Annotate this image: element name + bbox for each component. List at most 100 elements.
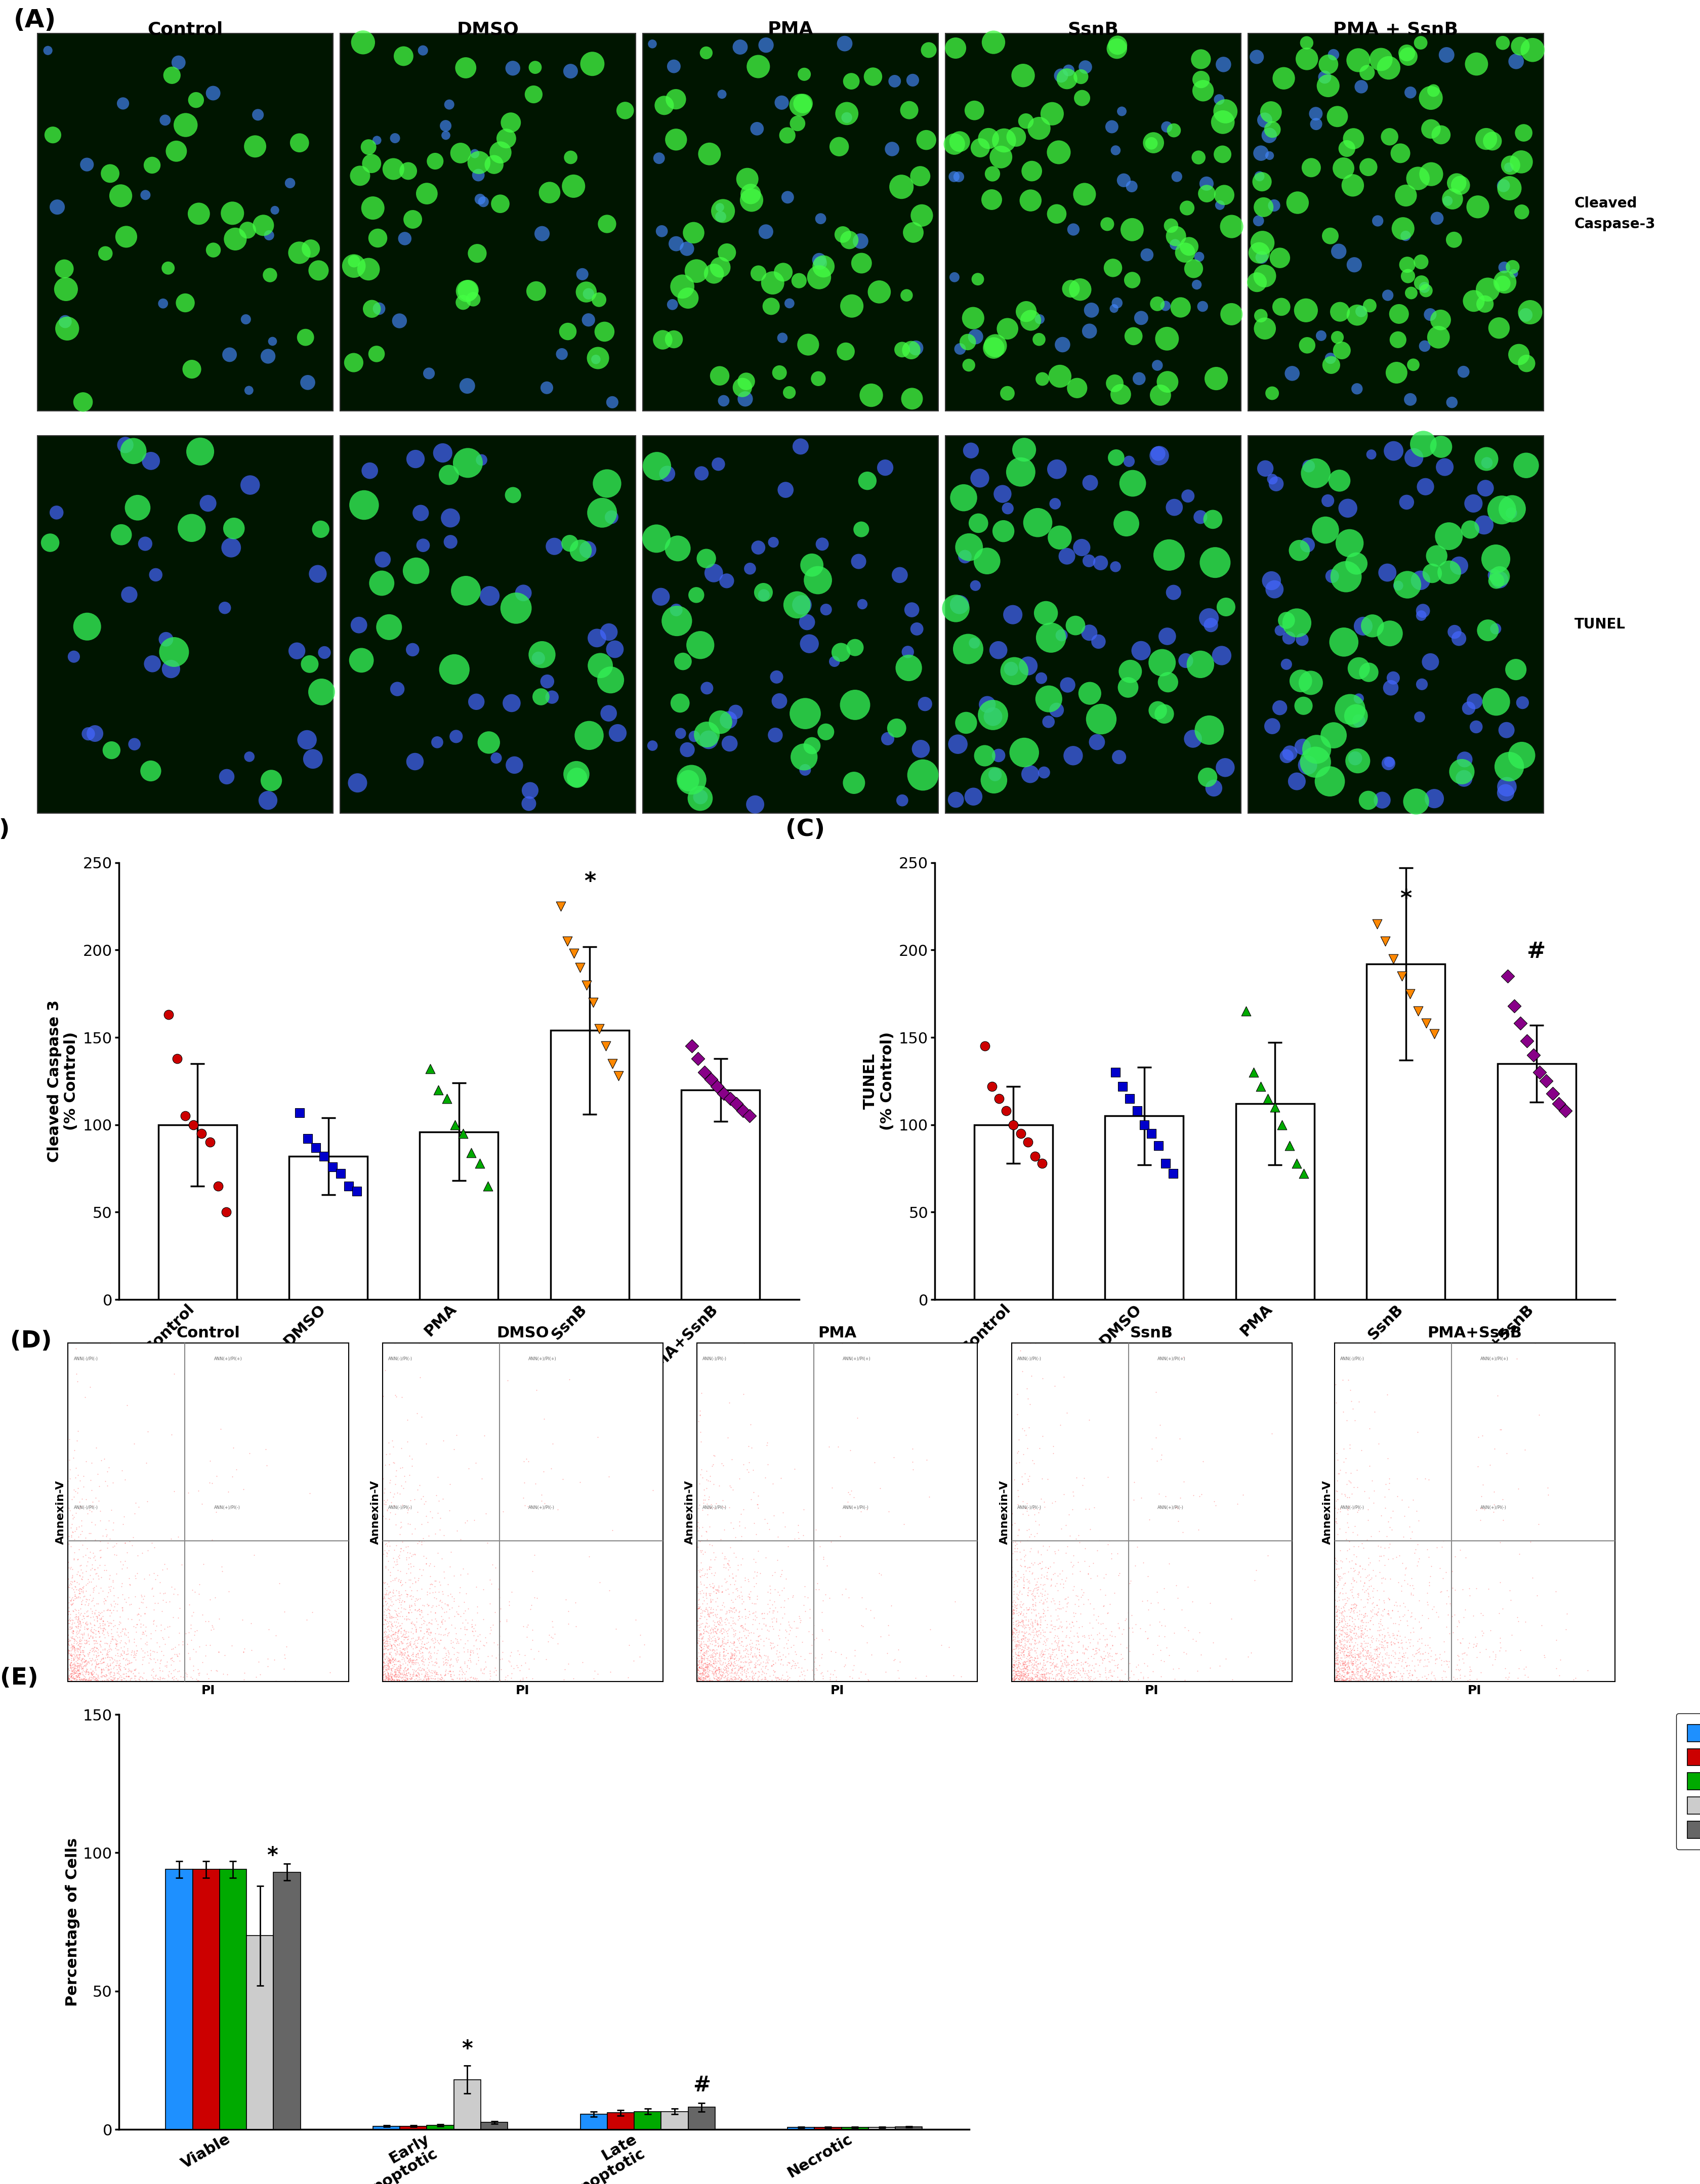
Point bbox=[733, 1662, 760, 1697]
Point bbox=[410, 1520, 437, 1555]
Point bbox=[1032, 1489, 1059, 1524]
Point bbox=[369, 1607, 396, 1642]
Point bbox=[1020, 1651, 1047, 1686]
Point bbox=[1011, 1548, 1039, 1583]
Point bbox=[1006, 1597, 1034, 1631]
Point bbox=[1161, 1616, 1188, 1651]
Point bbox=[1000, 1664, 1027, 1699]
Point bbox=[71, 1638, 99, 1673]
Point bbox=[88, 1655, 116, 1690]
Point bbox=[1032, 1655, 1059, 1690]
Point bbox=[855, 1664, 882, 1699]
Point bbox=[705, 448, 733, 483]
Point bbox=[819, 1470, 847, 1505]
Point bbox=[1419, 1592, 1447, 1627]
Point bbox=[1353, 1655, 1380, 1690]
Point bbox=[848, 245, 876, 280]
Point bbox=[707, 1647, 734, 1682]
Point bbox=[688, 1625, 716, 1660]
Point bbox=[527, 679, 554, 714]
Point bbox=[394, 1655, 422, 1690]
Point bbox=[1355, 1481, 1382, 1516]
Point bbox=[369, 1662, 396, 1697]
Point bbox=[486, 186, 513, 221]
Point bbox=[400, 631, 427, 666]
Point bbox=[738, 1575, 765, 1610]
Point bbox=[1076, 1605, 1103, 1640]
Point bbox=[68, 1642, 95, 1677]
Point bbox=[377, 1588, 405, 1623]
Point bbox=[382, 1651, 410, 1686]
Point bbox=[695, 1629, 722, 1664]
Point bbox=[1000, 1660, 1027, 1695]
Point bbox=[70, 1651, 97, 1686]
Point bbox=[374, 1645, 401, 1679]
Point bbox=[763, 1662, 790, 1697]
Point bbox=[717, 1599, 745, 1634]
Point bbox=[1015, 1555, 1042, 1590]
Point bbox=[1380, 1655, 1408, 1690]
Point bbox=[1001, 1629, 1028, 1664]
Point bbox=[456, 1651, 483, 1686]
Point bbox=[685, 1660, 712, 1695]
Point bbox=[415, 1662, 442, 1697]
Point bbox=[396, 1649, 423, 1684]
Point bbox=[85, 1559, 112, 1594]
Point bbox=[1511, 1605, 1538, 1640]
Point bbox=[1329, 1660, 1357, 1695]
Point bbox=[1035, 1662, 1062, 1697]
Point bbox=[721, 1627, 748, 1662]
Point bbox=[729, 1645, 756, 1679]
Point bbox=[410, 1588, 437, 1623]
Point bbox=[94, 1662, 121, 1697]
Point bbox=[376, 1625, 403, 1660]
Point bbox=[1377, 1660, 1404, 1695]
Point bbox=[779, 1642, 806, 1677]
Point bbox=[394, 1551, 422, 1586]
Point bbox=[711, 1638, 738, 1673]
Point bbox=[1000, 1614, 1027, 1649]
Point bbox=[393, 1655, 420, 1690]
Point bbox=[109, 1642, 136, 1677]
Point bbox=[388, 1616, 415, 1651]
Point bbox=[479, 1664, 507, 1699]
Point bbox=[80, 1540, 107, 1575]
Point bbox=[1360, 1658, 1387, 1693]
Point bbox=[394, 1577, 422, 1612]
Point bbox=[418, 1645, 445, 1679]
Point bbox=[1000, 1653, 1027, 1688]
Point bbox=[340, 345, 367, 380]
Point bbox=[694, 1592, 721, 1627]
Point bbox=[721, 1614, 748, 1649]
Point bbox=[1374, 1629, 1401, 1664]
Point bbox=[1389, 1662, 1416, 1697]
Point bbox=[68, 1640, 95, 1675]
Point bbox=[688, 1651, 716, 1686]
Point bbox=[1086, 1660, 1114, 1695]
Point bbox=[687, 1553, 714, 1588]
Point bbox=[1023, 1572, 1051, 1607]
Point bbox=[1397, 1577, 1425, 1612]
Point bbox=[1000, 1662, 1027, 1697]
Point bbox=[1336, 1649, 1363, 1684]
Point bbox=[974, 688, 1001, 723]
Point bbox=[1326, 463, 1353, 498]
Point bbox=[709, 1586, 736, 1621]
Point bbox=[372, 1662, 399, 1697]
Point bbox=[1340, 1470, 1367, 1505]
Point bbox=[82, 1481, 109, 1516]
Point bbox=[1334, 1592, 1362, 1627]
Point bbox=[1355, 1653, 1382, 1688]
Point bbox=[75, 1662, 102, 1697]
Point bbox=[381, 1487, 408, 1522]
Point bbox=[66, 1655, 94, 1690]
Point bbox=[711, 1634, 738, 1669]
Point bbox=[1068, 1645, 1095, 1679]
Point bbox=[1504, 1651, 1532, 1686]
Point bbox=[1435, 1597, 1462, 1631]
Point bbox=[1387, 1640, 1414, 1675]
Point bbox=[80, 1653, 107, 1688]
Point bbox=[1008, 1590, 1035, 1625]
Point bbox=[704, 1605, 731, 1640]
Point bbox=[382, 1634, 410, 1669]
